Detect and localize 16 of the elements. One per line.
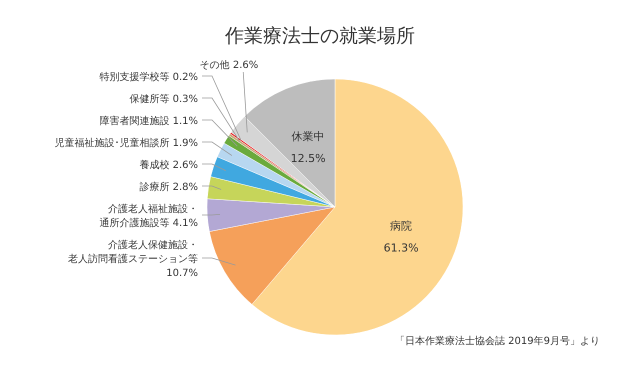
text: 「日本作業療法士協会誌 2019年9月号」より bbox=[395, 335, 600, 347]
slice-label: 児童福祉施設･児童相談所 1.9% bbox=[54, 137, 198, 149]
chart-title: 作業療法士の就業場所 bbox=[224, 25, 415, 47]
slice-label: 病院 bbox=[390, 219, 412, 232]
slice-label: 特別支援学校等 0.2% bbox=[99, 71, 198, 83]
slice-label: 介護老人福祉施設・通所介護施設等 4.1% bbox=[99, 203, 198, 229]
slice-label: その他 2.6% bbox=[200, 59, 258, 71]
slice-label: 診療所 2.8% bbox=[139, 181, 198, 193]
data-label: 12.5% bbox=[290, 152, 326, 165]
data-label: 61.3% bbox=[384, 241, 419, 254]
slice-label: 保健所等 0.3% bbox=[129, 93, 198, 105]
slice-label: 養成校 2.6% bbox=[139, 159, 198, 171]
slice-label: 障害者関連施設 1.1% bbox=[99, 115, 198, 127]
slice-label: 介護老人保健施設・老人訪問看護ステーション等 bbox=[68, 239, 198, 265]
data-label: 10.7% bbox=[166, 268, 198, 279]
slice-label: 休業中 bbox=[292, 130, 325, 143]
